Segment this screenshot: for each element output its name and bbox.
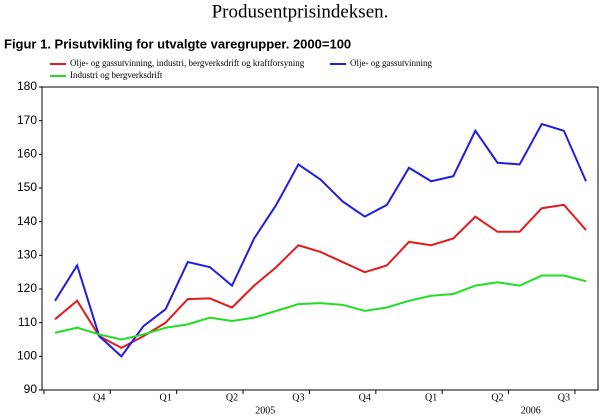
x-tick-label: Q1	[425, 392, 437, 403]
y-tick-label: 100	[17, 349, 37, 363]
series-line	[54, 274, 587, 341]
x-year-label: 2005	[255, 405, 275, 416]
chart-subtitle: Figur 1. Prisutvikling for utvalgte vare…	[4, 36, 351, 51]
series-line	[54, 122, 587, 358]
y-tick-label: 140	[17, 214, 37, 228]
plot-frame	[41, 86, 599, 391]
x-tick-label: Q2	[226, 392, 238, 403]
y-tick-label: 110	[18, 315, 37, 329]
y-tick-label: 120	[17, 281, 37, 295]
x-tick-label: Q4	[359, 392, 371, 403]
legend-label: Olje- og gassutvinning	[350, 58, 432, 68]
y-tick-label: 180	[17, 79, 37, 93]
x-year-label: 2006	[521, 405, 541, 416]
chart-title: Produsentprisindeksen.	[212, 1, 389, 22]
legend-label: Olje- og gassutvinning, industri, bergve…	[70, 58, 305, 68]
x-tick-label: Q2	[491, 392, 503, 403]
y-tick-label: 160	[17, 147, 37, 161]
x-tick-label: Q3	[292, 392, 304, 403]
series-line	[54, 203, 587, 350]
y-tick-label: 90	[24, 382, 38, 396]
legend-label: Industri og bergverksdrift	[70, 70, 163, 80]
y-tick-label: 170	[17, 113, 37, 127]
y-tick-label: 130	[17, 248, 37, 262]
x-tick-label: Q4	[93, 392, 105, 403]
x-tick-label: Q1	[160, 392, 172, 403]
x-tick-label: Q3	[558, 392, 570, 403]
y-tick-label: 150	[17, 180, 37, 194]
